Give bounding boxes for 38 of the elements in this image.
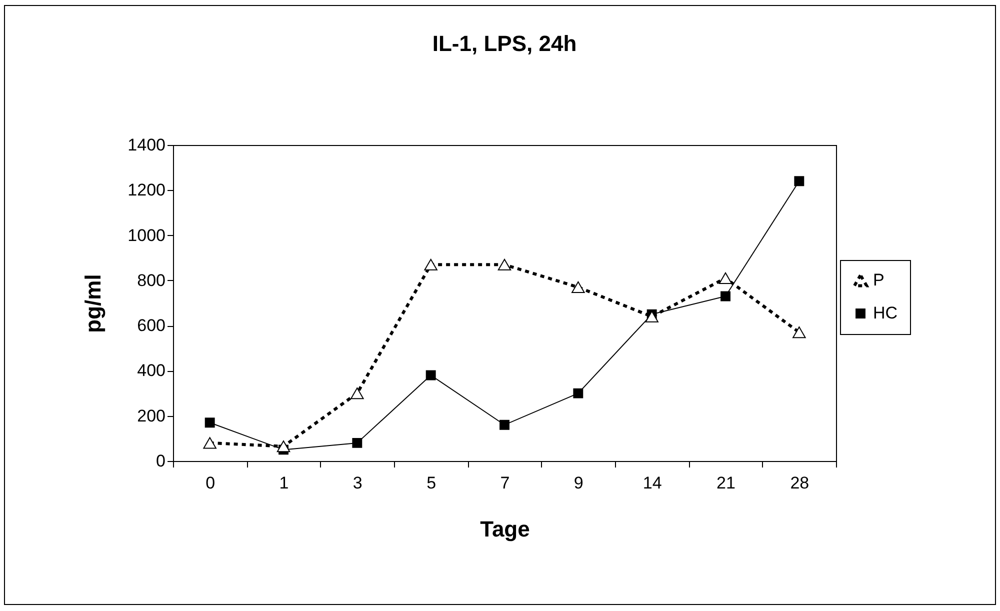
- point: [573, 388, 584, 398]
- x-tick-label: 21: [716, 474, 736, 492]
- chart-title: IL-1, LPS, 24h: [432, 31, 577, 56]
- point: [500, 420, 510, 430]
- y-tick-label: 0: [156, 452, 166, 470]
- point: [203, 437, 216, 449]
- point: [204, 418, 215, 428]
- y-tick-label: 600: [137, 316, 166, 336]
- point: [426, 370, 436, 380]
- point: [792, 326, 806, 338]
- point: [794, 176, 804, 186]
- point: [352, 438, 362, 448]
- x-tick-label: 28: [790, 474, 810, 492]
- y-tick-label: 1200: [128, 180, 166, 200]
- x-tick-label: 1: [279, 474, 289, 492]
- y-axis-title: pg/ml: [80, 274, 106, 333]
- point: [276, 440, 290, 452]
- y-tick-label: 800: [137, 270, 166, 290]
- x-tick-label: 5: [426, 474, 436, 492]
- point: [498, 258, 512, 270]
- x-tick-label: 3: [352, 474, 362, 492]
- y-tick-label: 200: [137, 406, 166, 426]
- point: [645, 310, 658, 322]
- y-tick-label: 1400: [128, 136, 166, 154]
- x-axis-title: Tage: [480, 516, 530, 542]
- x-tick-label: 7: [500, 474, 510, 492]
- x-tick-label: 14: [642, 474, 662, 492]
- legend-label: P: [873, 270, 884, 290]
- x-tick-label: 0: [206, 474, 216, 492]
- x-tick-label: 9: [574, 474, 584, 492]
- legend-label: HC: [873, 304, 898, 322]
- y-tick-label: 1000: [128, 226, 166, 245]
- y-tick-label: 400: [137, 361, 166, 380]
- point: [720, 291, 730, 302]
- point: [350, 387, 364, 400]
- point: [718, 272, 732, 284]
- point: [424, 258, 438, 270]
- point: [572, 281, 585, 294]
